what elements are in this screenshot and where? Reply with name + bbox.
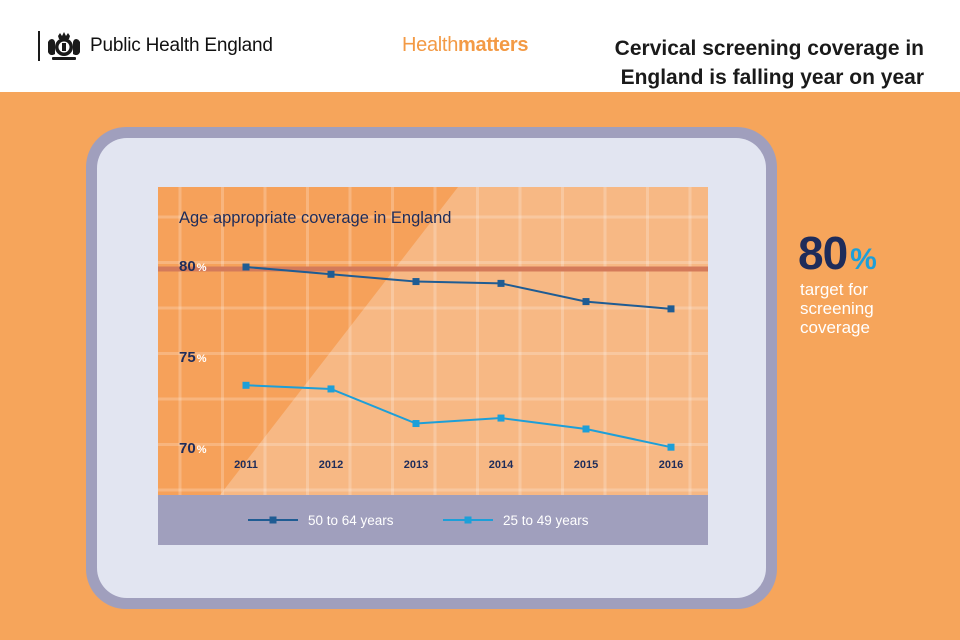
series-1-point: [327, 385, 335, 393]
y-tick-70-value: 70: [179, 440, 196, 457]
target-value: 80%: [798, 226, 877, 280]
series-0-point: [327, 270, 335, 278]
health-matters-brand: Healthmatters: [402, 34, 528, 57]
series-line-0: [245, 266, 672, 310]
phe-logo[interactable]: Public Health England: [38, 30, 273, 62]
legend-label-1: 25 to 49 years: [503, 513, 589, 528]
series-layer: [242, 263, 675, 451]
y-tick-70-unit: %: [196, 444, 207, 456]
y-tick-70: 70%: [179, 440, 206, 457]
series-line-1: [245, 384, 672, 449]
grid-layer: [158, 187, 708, 495]
series-0-point: [497, 279, 505, 287]
legend-marker-1: [464, 516, 472, 524]
target-unit: %: [850, 243, 877, 276]
y-tick-75-value: 75: [179, 349, 196, 366]
y-tick-75-unit: %: [196, 353, 207, 365]
chart-svg: 2011 2012 2013 2014 2015 2016 50 to 64 years 2…: [158, 187, 708, 545]
legend-label-0: 50 to 64 years: [308, 513, 394, 528]
series-0-point: [667, 305, 675, 313]
x-tick-label: 2015: [574, 459, 598, 471]
series-1-point: [582, 425, 590, 433]
series-0-point: [242, 263, 250, 271]
legend-bar: [158, 495, 708, 545]
org-name: Public Health England: [90, 35, 273, 56]
x-tick-label: 2013: [404, 459, 428, 471]
target-number: 80: [798, 227, 848, 279]
x-tick-label: 2012: [319, 459, 343, 471]
y-tick-80-unit: %: [196, 262, 207, 274]
series-1-point: [667, 443, 675, 451]
plot-shadow-band: [158, 187, 458, 495]
series-1-point: [412, 420, 420, 428]
logo-divider: [38, 31, 40, 61]
target-caption: target for screening coverage: [800, 280, 874, 337]
y-tick-75: 75%: [179, 349, 206, 366]
series-1-point: [497, 414, 505, 422]
headline: Cervical screening coverage in England i…: [614, 37, 924, 89]
legend-layer: 50 to 64 years 25 to 49 years: [248, 513, 589, 528]
brand-light: Health: [402, 34, 459, 56]
header: Public Health England Healthmatters Cerv…: [0, 0, 960, 92]
chart-title: Age appropriate coverage in England: [179, 209, 452, 227]
series-0-point: [582, 298, 590, 306]
royal-crest-icon: [48, 32, 80, 60]
x-tick-label: 2011: [234, 459, 258, 471]
y-tick-80-value: 80: [179, 258, 196, 275]
series-0-point: [412, 278, 420, 286]
series-1-point: [242, 381, 250, 389]
x-tick-layer: 2011 2012 2013 2014 2015 2016: [234, 459, 683, 471]
brand-bold: matters: [458, 34, 529, 56]
chart-panel: 2011 2012 2013 2014 2015 2016 50 to 64 years 2…: [158, 187, 708, 545]
x-tick-label: 2016: [659, 459, 683, 471]
y-tick-80: 80%: [179, 258, 206, 275]
x-tick-label: 2014: [489, 459, 514, 471]
legend-marker-0: [269, 516, 277, 524]
